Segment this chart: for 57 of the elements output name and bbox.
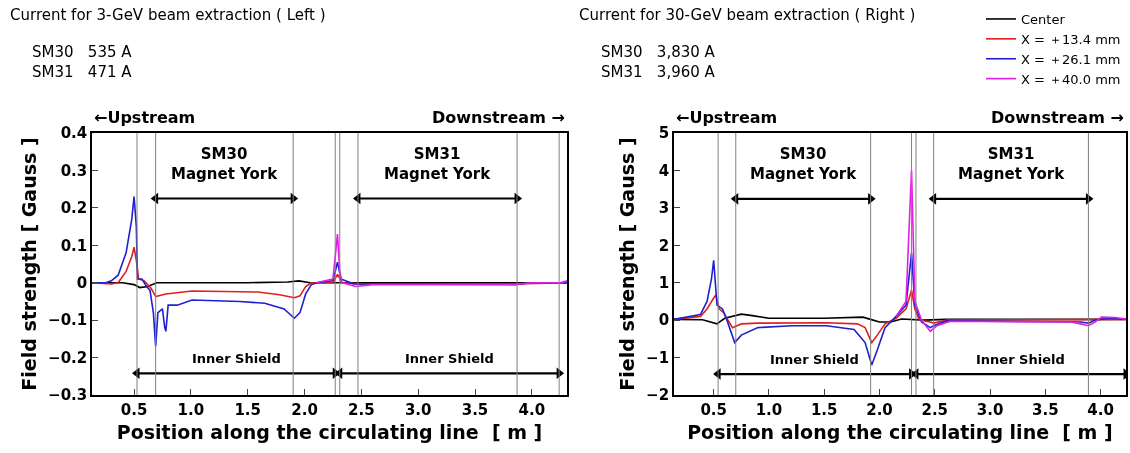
x-tick-label: 1.5 [234, 400, 261, 419]
text: ←Upstream [94, 108, 196, 127]
y-tick-label: 0.2 [60, 199, 88, 218]
annotation: Inner Shield [976, 352, 1065, 367]
y-axis-title: Field strength [ Gauss ] [616, 137, 639, 391]
x-axis-title: Position along the circulating line [ m ] [116, 421, 543, 444]
annotation: Inner Shield [192, 351, 281, 366]
y-tick-label: −0.1 [48, 311, 88, 330]
x-axis-title: Position along the circulating line [ m ] [687, 421, 1113, 444]
y-tick-label: 4 [658, 161, 670, 180]
chart-title: Current for 3-GeV beam extraction ( Left ) [10, 6, 326, 24]
annotation: SM31 Magnet York [384, 145, 492, 183]
y-tick-label: 0 [658, 311, 670, 330]
chart-title: Current for 30-GeV beam extraction ( Right ) [579, 6, 916, 24]
annotation: SM30 Magnet York [171, 145, 279, 183]
x-tick-label: 0.5 [120, 400, 148, 419]
x-tick-label: 4.0 [518, 400, 546, 419]
x-tick-label: 1.0 [755, 400, 783, 419]
x-tick-label: 3.0 [404, 400, 432, 419]
y-tick-label: 1 [658, 273, 670, 292]
y-tick-label: −1 [646, 348, 670, 367]
annotation: SM30 Magnet York [750, 145, 858, 183]
x-tick-label: 2.0 [291, 400, 318, 419]
y-tick-label: 3 [658, 199, 670, 218]
y-axis-title: Field strength [ Gauss ] [18, 137, 41, 391]
x-tick-label: 1.5 [810, 400, 838, 419]
y-tick-label: 5 [658, 124, 670, 143]
x-tick-label: 2.5 [921, 400, 949, 419]
legend-label: X = ＋26.1 mm [1021, 51, 1121, 67]
y-tick-label: 0.4 [60, 124, 88, 143]
line-series [315, 233, 568, 288]
y-tick-label: −0.3 [48, 386, 88, 405]
y-tick-label: −2 [646, 386, 670, 405]
x-tick-label: 1.0 [177, 400, 205, 419]
x-tick-label: 0.5 [700, 400, 727, 419]
y-tick-label: 0.3 [60, 161, 88, 180]
text: ←Upstream [676, 108, 778, 127]
y-tick-label: 2 [658, 236, 670, 255]
text: Downstream → [432, 108, 565, 127]
text: Downstream → [991, 108, 1124, 127]
legend-label: X = ＋13.4 mm [1021, 31, 1121, 47]
x-tick-label: 2.0 [866, 400, 893, 419]
chart-subtitle: SM30 3,830 A SM31 3,960 A [601, 43, 716, 81]
annotation: SM31 Magnet York [958, 145, 1066, 183]
y-tick-label: −0.2 [48, 348, 88, 367]
x-tick-label: 2.5 [348, 400, 375, 419]
y-tick-label: 0 [76, 273, 88, 292]
annotation: Inner Shield [770, 352, 859, 367]
legend-label: X = ＋40.0 mm [1021, 71, 1121, 87]
x-tick-label: 3.5 [1032, 400, 1059, 419]
x-tick-label: 3.0 [976, 400, 1004, 419]
x-tick-label: 3.5 [461, 400, 489, 419]
annotation: Inner Shield [405, 351, 494, 366]
chart-subtitle: SM30 535 A SM31 471 A [32, 43, 133, 81]
x-tick-label: 4.0 [1087, 400, 1114, 419]
legend-label: Center [1021, 12, 1066, 28]
y-tick-label: 0.1 [60, 236, 88, 255]
